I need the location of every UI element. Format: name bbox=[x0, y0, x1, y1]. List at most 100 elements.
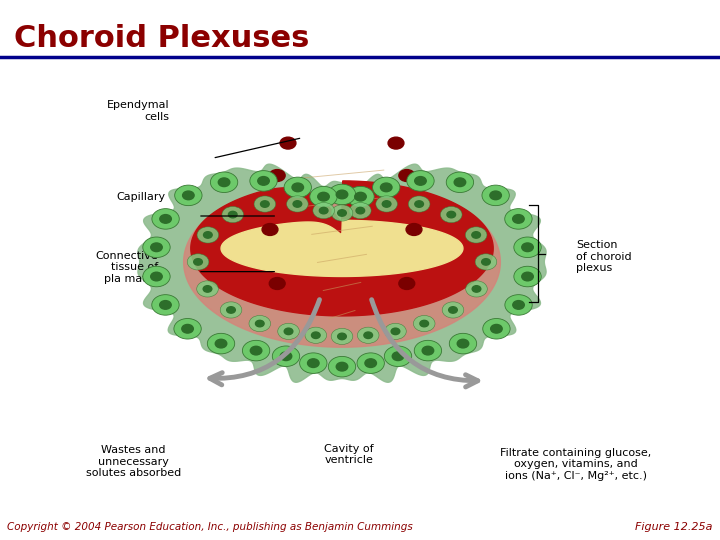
Circle shape bbox=[514, 266, 541, 287]
Circle shape bbox=[272, 346, 300, 367]
Circle shape bbox=[446, 172, 474, 193]
Circle shape bbox=[258, 177, 269, 185]
Circle shape bbox=[415, 201, 423, 207]
Circle shape bbox=[150, 272, 162, 281]
Circle shape bbox=[399, 170, 415, 181]
Circle shape bbox=[278, 323, 300, 340]
Circle shape bbox=[449, 333, 477, 354]
Circle shape bbox=[376, 196, 397, 212]
Circle shape bbox=[447, 211, 456, 218]
Circle shape bbox=[197, 227, 219, 243]
Circle shape bbox=[250, 171, 277, 191]
Circle shape bbox=[262, 224, 278, 235]
Circle shape bbox=[143, 237, 170, 258]
Circle shape bbox=[251, 346, 262, 355]
Circle shape bbox=[152, 208, 179, 229]
Text: Filtrate containing glucose,
oxygen, vitamins, and
ions (Na⁺, Cl⁻, Mg²⁺, etc.): Filtrate containing glucose, oxygen, vit… bbox=[500, 448, 652, 481]
Circle shape bbox=[420, 320, 428, 327]
Circle shape bbox=[336, 190, 348, 199]
Circle shape bbox=[183, 191, 194, 200]
Circle shape bbox=[256, 320, 264, 327]
Circle shape bbox=[292, 183, 304, 192]
Text: Cavity of
ventricle: Cavity of ventricle bbox=[325, 444, 374, 465]
Circle shape bbox=[160, 301, 171, 309]
Circle shape bbox=[347, 186, 374, 207]
Circle shape bbox=[442, 302, 464, 318]
Text: Choroid Plexuses: Choroid Plexuses bbox=[14, 24, 310, 53]
Circle shape bbox=[203, 286, 212, 292]
Circle shape bbox=[222, 206, 243, 222]
Circle shape bbox=[249, 315, 271, 332]
Circle shape bbox=[408, 196, 430, 212]
Circle shape bbox=[284, 328, 293, 335]
Circle shape bbox=[152, 295, 179, 315]
Circle shape bbox=[307, 359, 319, 367]
Circle shape bbox=[331, 205, 353, 221]
Circle shape bbox=[143, 266, 170, 287]
Circle shape bbox=[243, 340, 270, 361]
Circle shape bbox=[280, 137, 296, 149]
Circle shape bbox=[338, 333, 346, 340]
Circle shape bbox=[522, 243, 534, 252]
Circle shape bbox=[388, 137, 404, 149]
Circle shape bbox=[482, 319, 510, 339]
Circle shape bbox=[365, 359, 377, 367]
Circle shape bbox=[187, 254, 209, 270]
Polygon shape bbox=[184, 194, 500, 347]
Circle shape bbox=[204, 232, 212, 238]
Circle shape bbox=[514, 237, 541, 258]
Circle shape bbox=[228, 211, 237, 218]
Circle shape bbox=[392, 352, 404, 361]
Circle shape bbox=[313, 202, 335, 219]
Circle shape bbox=[331, 328, 353, 345]
Circle shape bbox=[475, 254, 497, 270]
Circle shape bbox=[269, 170, 285, 181]
Circle shape bbox=[415, 177, 426, 185]
Text: Wastes and
unnecessary
solutes absorbed: Wastes and unnecessary solutes absorbed bbox=[86, 445, 181, 478]
Circle shape bbox=[194, 259, 202, 265]
Text: Ependymal
cells: Ependymal cells bbox=[107, 100, 169, 122]
Circle shape bbox=[466, 281, 487, 297]
Polygon shape bbox=[191, 181, 493, 316]
Circle shape bbox=[490, 191, 501, 200]
Circle shape bbox=[384, 346, 412, 367]
Circle shape bbox=[328, 356, 356, 377]
Polygon shape bbox=[221, 220, 463, 276]
Circle shape bbox=[407, 171, 434, 191]
Circle shape bbox=[422, 346, 433, 355]
Circle shape bbox=[269, 278, 285, 289]
Circle shape bbox=[482, 259, 490, 265]
Circle shape bbox=[150, 243, 162, 252]
Circle shape bbox=[356, 207, 364, 214]
Circle shape bbox=[472, 232, 480, 238]
Circle shape bbox=[318, 192, 329, 201]
Circle shape bbox=[305, 327, 327, 343]
Circle shape bbox=[355, 192, 366, 201]
Circle shape bbox=[505, 208, 532, 229]
Text: Copyright © 2004 Pearson Education, Inc., publishing as Benjamin Cummings: Copyright © 2004 Pearson Education, Inc.… bbox=[7, 522, 413, 532]
Circle shape bbox=[364, 332, 372, 339]
Circle shape bbox=[320, 207, 328, 214]
Circle shape bbox=[338, 210, 346, 216]
Text: Figure 12.25a: Figure 12.25a bbox=[635, 522, 713, 532]
Circle shape bbox=[399, 278, 415, 289]
Circle shape bbox=[522, 272, 534, 281]
Circle shape bbox=[457, 339, 469, 348]
Polygon shape bbox=[138, 164, 546, 382]
Circle shape bbox=[227, 307, 235, 313]
Circle shape bbox=[454, 178, 466, 187]
Circle shape bbox=[490, 325, 502, 333]
Circle shape bbox=[175, 185, 202, 206]
Circle shape bbox=[280, 352, 292, 361]
Circle shape bbox=[380, 183, 392, 192]
Circle shape bbox=[465, 227, 487, 243]
Circle shape bbox=[218, 178, 230, 187]
Circle shape bbox=[312, 332, 320, 339]
Circle shape bbox=[372, 177, 400, 198]
Circle shape bbox=[261, 201, 269, 207]
Circle shape bbox=[513, 214, 524, 223]
Circle shape bbox=[220, 302, 242, 318]
Circle shape bbox=[300, 353, 327, 373]
Circle shape bbox=[441, 206, 462, 222]
Circle shape bbox=[513, 301, 524, 309]
